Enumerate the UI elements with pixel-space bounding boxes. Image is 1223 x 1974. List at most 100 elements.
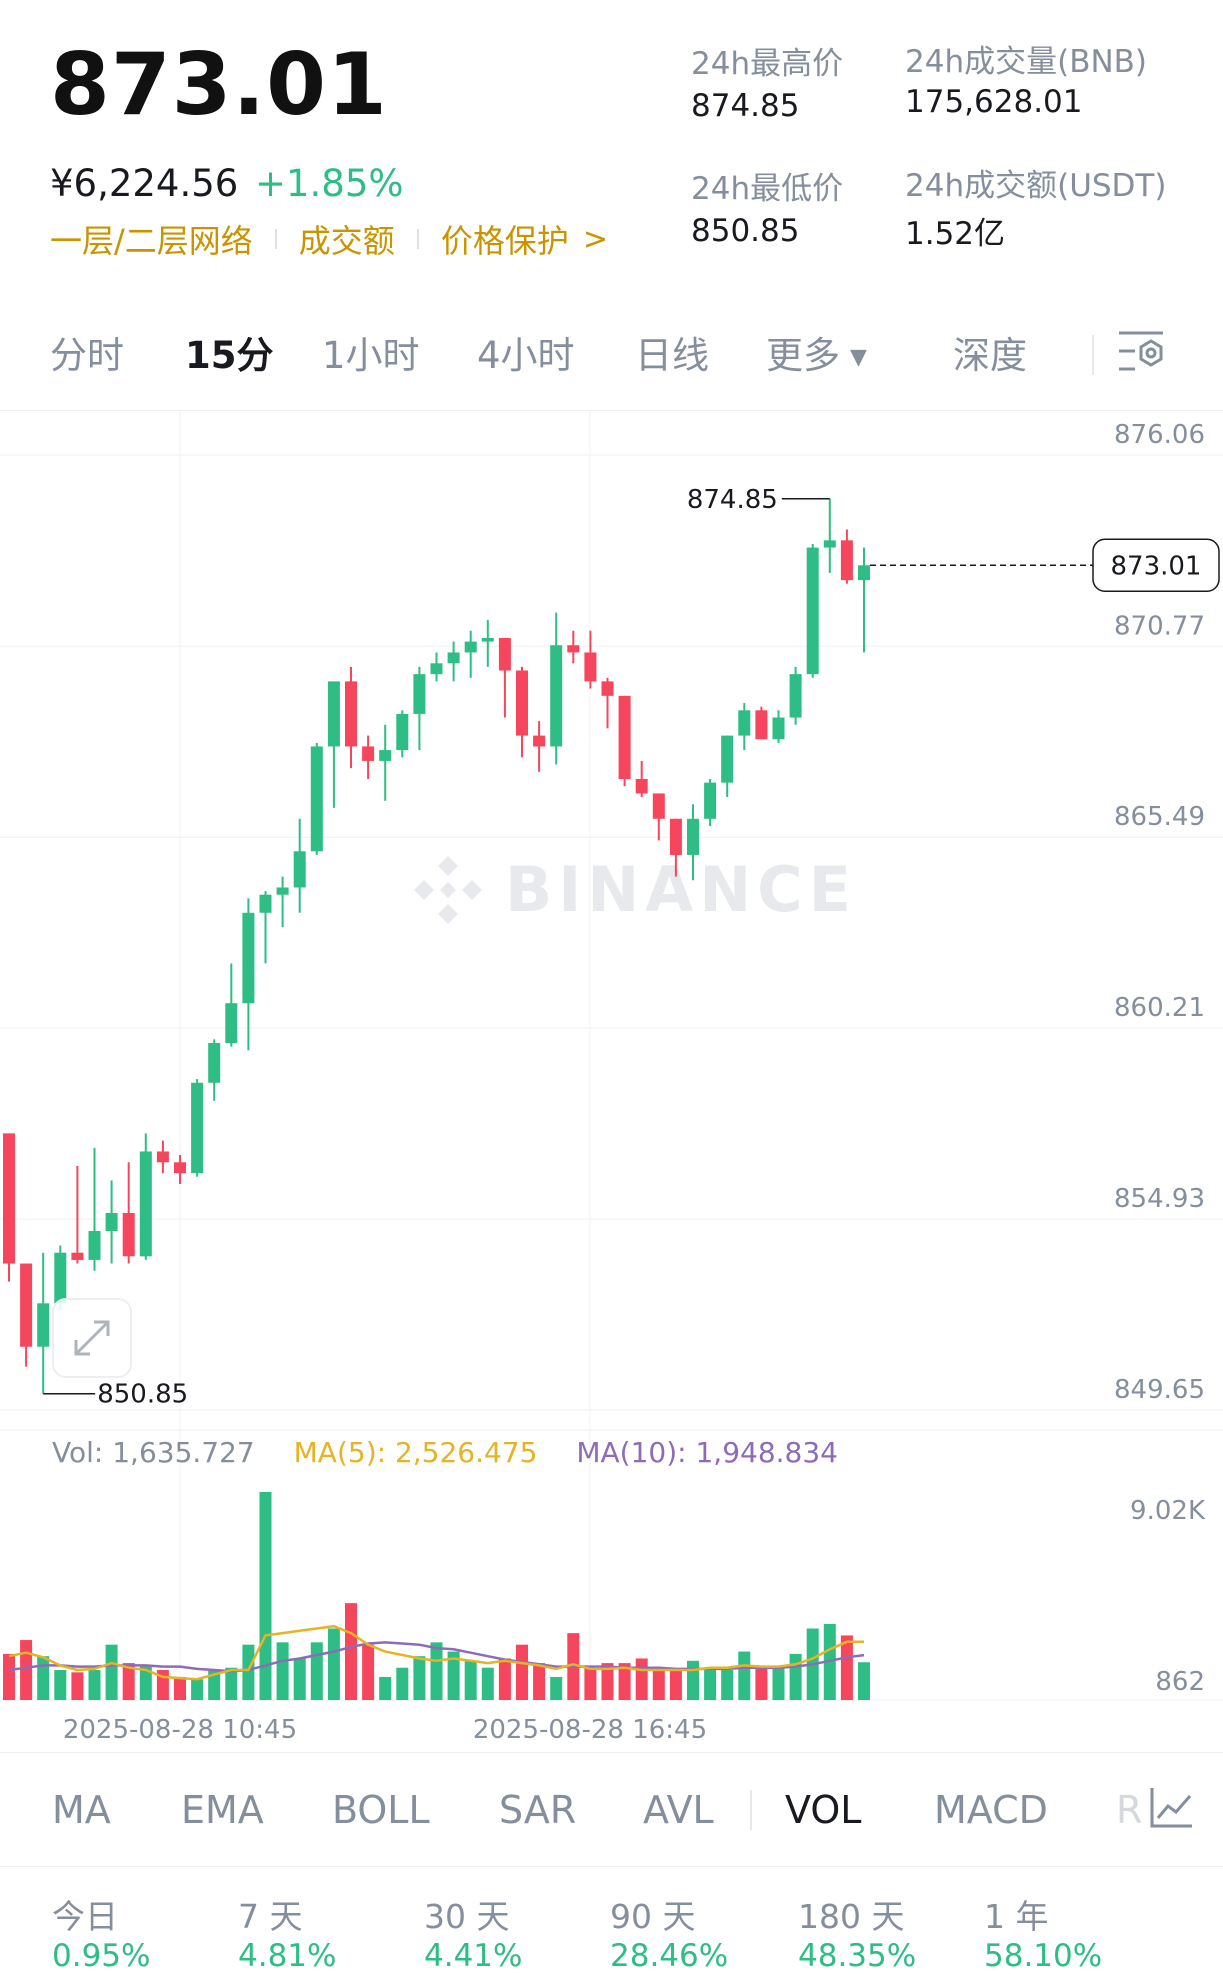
indicator-rule-top <box>0 1752 1223 1753</box>
indicator-rsi[interactable]: R <box>1116 1788 1143 1832</box>
tab-time-share[interactable]: 分时 <box>50 334 124 377</box>
tab-4h[interactable]: 4小时 <box>477 334 575 377</box>
volume-bar <box>533 1663 546 1700</box>
candle <box>310 746 323 852</box>
volume-legend: Vol: 1,635.727 MA(5): 2,526.475 MA(10): … <box>52 1436 868 1469</box>
tab-1h[interactable]: 1小时 <box>322 334 420 377</box>
candle <box>635 778 648 794</box>
link-layer-network[interactable]: 一层/二层网络 <box>50 222 253 260</box>
vol-legend-vol: Vol: 1,635.727 <box>52 1436 255 1469</box>
indicator-avl[interactable]: AVL <box>643 1788 714 1832</box>
candle <box>584 652 597 682</box>
volume-bar <box>3 1653 15 1700</box>
volume-bar <box>362 1644 375 1700</box>
perf-value-180d: 48.35% <box>798 1938 917 1974</box>
volume-bar <box>139 1665 152 1700</box>
price-tick-label: 854.93 <box>1114 1184 1205 1214</box>
candle <box>755 710 768 740</box>
volume-bar <box>652 1670 665 1700</box>
candle <box>20 1263 33 1347</box>
candle <box>345 681 357 747</box>
perf-value-30d: 4.41% <box>424 1938 523 1974</box>
price-tick-label: 849.65 <box>1114 1375 1205 1405</box>
indicator-boll[interactable]: BOLL <box>332 1788 430 1832</box>
volume-bar <box>242 1644 255 1700</box>
volume-bar <box>327 1628 340 1700</box>
perf-value-today: 0.95% <box>52 1938 151 1974</box>
candle <box>481 637 494 642</box>
current-price-label: 873.01 <box>1111 551 1202 581</box>
tab-depth[interactable]: 深度 <box>953 334 1027 377</box>
volume-bar <box>174 1676 186 1700</box>
link-price-protection[interactable]: 价格保护 <box>440 222 569 260</box>
perf-label-90d: 90 天 <box>610 1897 696 1936</box>
volume-bar <box>772 1667 785 1700</box>
indicator-settings-icon[interactable] <box>1148 1784 1196 1832</box>
candle <box>139 1151 152 1257</box>
candle <box>105 1212 118 1232</box>
volume-bar <box>635 1658 648 1700</box>
tab-daily[interactable]: 日线 <box>635 334 709 377</box>
indicator-ema[interactable]: EMA <box>181 1788 264 1832</box>
perf-label-7d: 7 天 <box>238 1897 303 1936</box>
candle <box>840 540 853 581</box>
indicator-macd[interactable]: MACD <box>934 1788 1048 1832</box>
caret-down-icon: ▼ <box>850 345 867 370</box>
vol-legend-ma10: MA(10): 1,948.834 <box>576 1436 838 1469</box>
volume-bar <box>430 1642 443 1700</box>
current-price-box <box>1092 538 1220 593</box>
perf-value-7d: 4.81% <box>238 1938 337 1974</box>
candle <box>618 695 631 779</box>
candle <box>687 818 699 855</box>
vol-legend-ma5: MA(5): 2,526.475 <box>293 1436 538 1469</box>
volume-bar <box>618 1663 631 1700</box>
volume-bar <box>755 1667 768 1700</box>
candle <box>430 663 443 675</box>
volume-bar <box>379 1676 392 1700</box>
candle <box>652 793 665 819</box>
candle <box>362 746 375 761</box>
chart-top-rule <box>0 410 1223 411</box>
link-turnover[interactable]: 成交额 <box>298 222 395 260</box>
indicator-rule-bottom <box>0 1866 1223 1867</box>
perf-value-90d: 28.46% <box>610 1938 729 1974</box>
expand-icon <box>74 1320 110 1356</box>
price-tick-label: 860.21 <box>1114 993 1205 1023</box>
candle <box>174 1162 186 1174</box>
volume-tick-label: 862 <box>1155 1667 1205 1697</box>
indicator-divider <box>750 1790 752 1830</box>
indicator-sar[interactable]: SAR <box>499 1788 577 1832</box>
candle <box>276 887 289 895</box>
volume-tick-label: 9.02K <box>1130 1496 1206 1526</box>
volume-bar <box>54 1670 67 1700</box>
volume-bar <box>858 1662 870 1700</box>
low-value: 850.85 <box>691 213 800 249</box>
candle <box>156 1151 169 1163</box>
tab-more[interactable]: 更多 ▼ <box>766 325 867 379</box>
candle <box>550 645 563 747</box>
candle <box>533 735 546 747</box>
volume-bar <box>481 1667 494 1700</box>
tab-divider <box>1092 335 1094 375</box>
volume-bar <box>37 1656 50 1700</box>
info-links: 一层/二层网络 成交额 价格保护 > <box>50 216 608 262</box>
chart-settings-icon[interactable] <box>1115 325 1167 377</box>
chevron-right-icon[interactable]: > <box>582 221 608 257</box>
perf-label-today: 今日 <box>52 1897 118 1936</box>
expand-chart-button[interactable] <box>52 1298 132 1378</box>
candlestick-chart[interactable]: 876.06 870.77 865.49 860.21 854.93 849.65 874.… <box>0 410 1223 1740</box>
candle <box>327 681 340 747</box>
tab-15m[interactable]: 15分 <box>185 334 274 377</box>
volume-bar <box>516 1644 528 1700</box>
price-tick-label: 865.49 <box>1114 802 1205 832</box>
volume-bar <box>464 1660 477 1700</box>
time-axis-label: 2025-08-28 16:45 <box>473 1715 707 1740</box>
volume-bar <box>550 1676 563 1700</box>
turnover-value: 1.52亿 <box>905 216 1006 252</box>
volume-bar <box>498 1658 511 1700</box>
volume-bar <box>71 1672 84 1700</box>
candle <box>88 1231 101 1260</box>
candle <box>54 1252 67 1304</box>
indicator-vol[interactable]: VOL <box>785 1788 862 1832</box>
indicator-ma[interactable]: MA <box>52 1788 111 1832</box>
